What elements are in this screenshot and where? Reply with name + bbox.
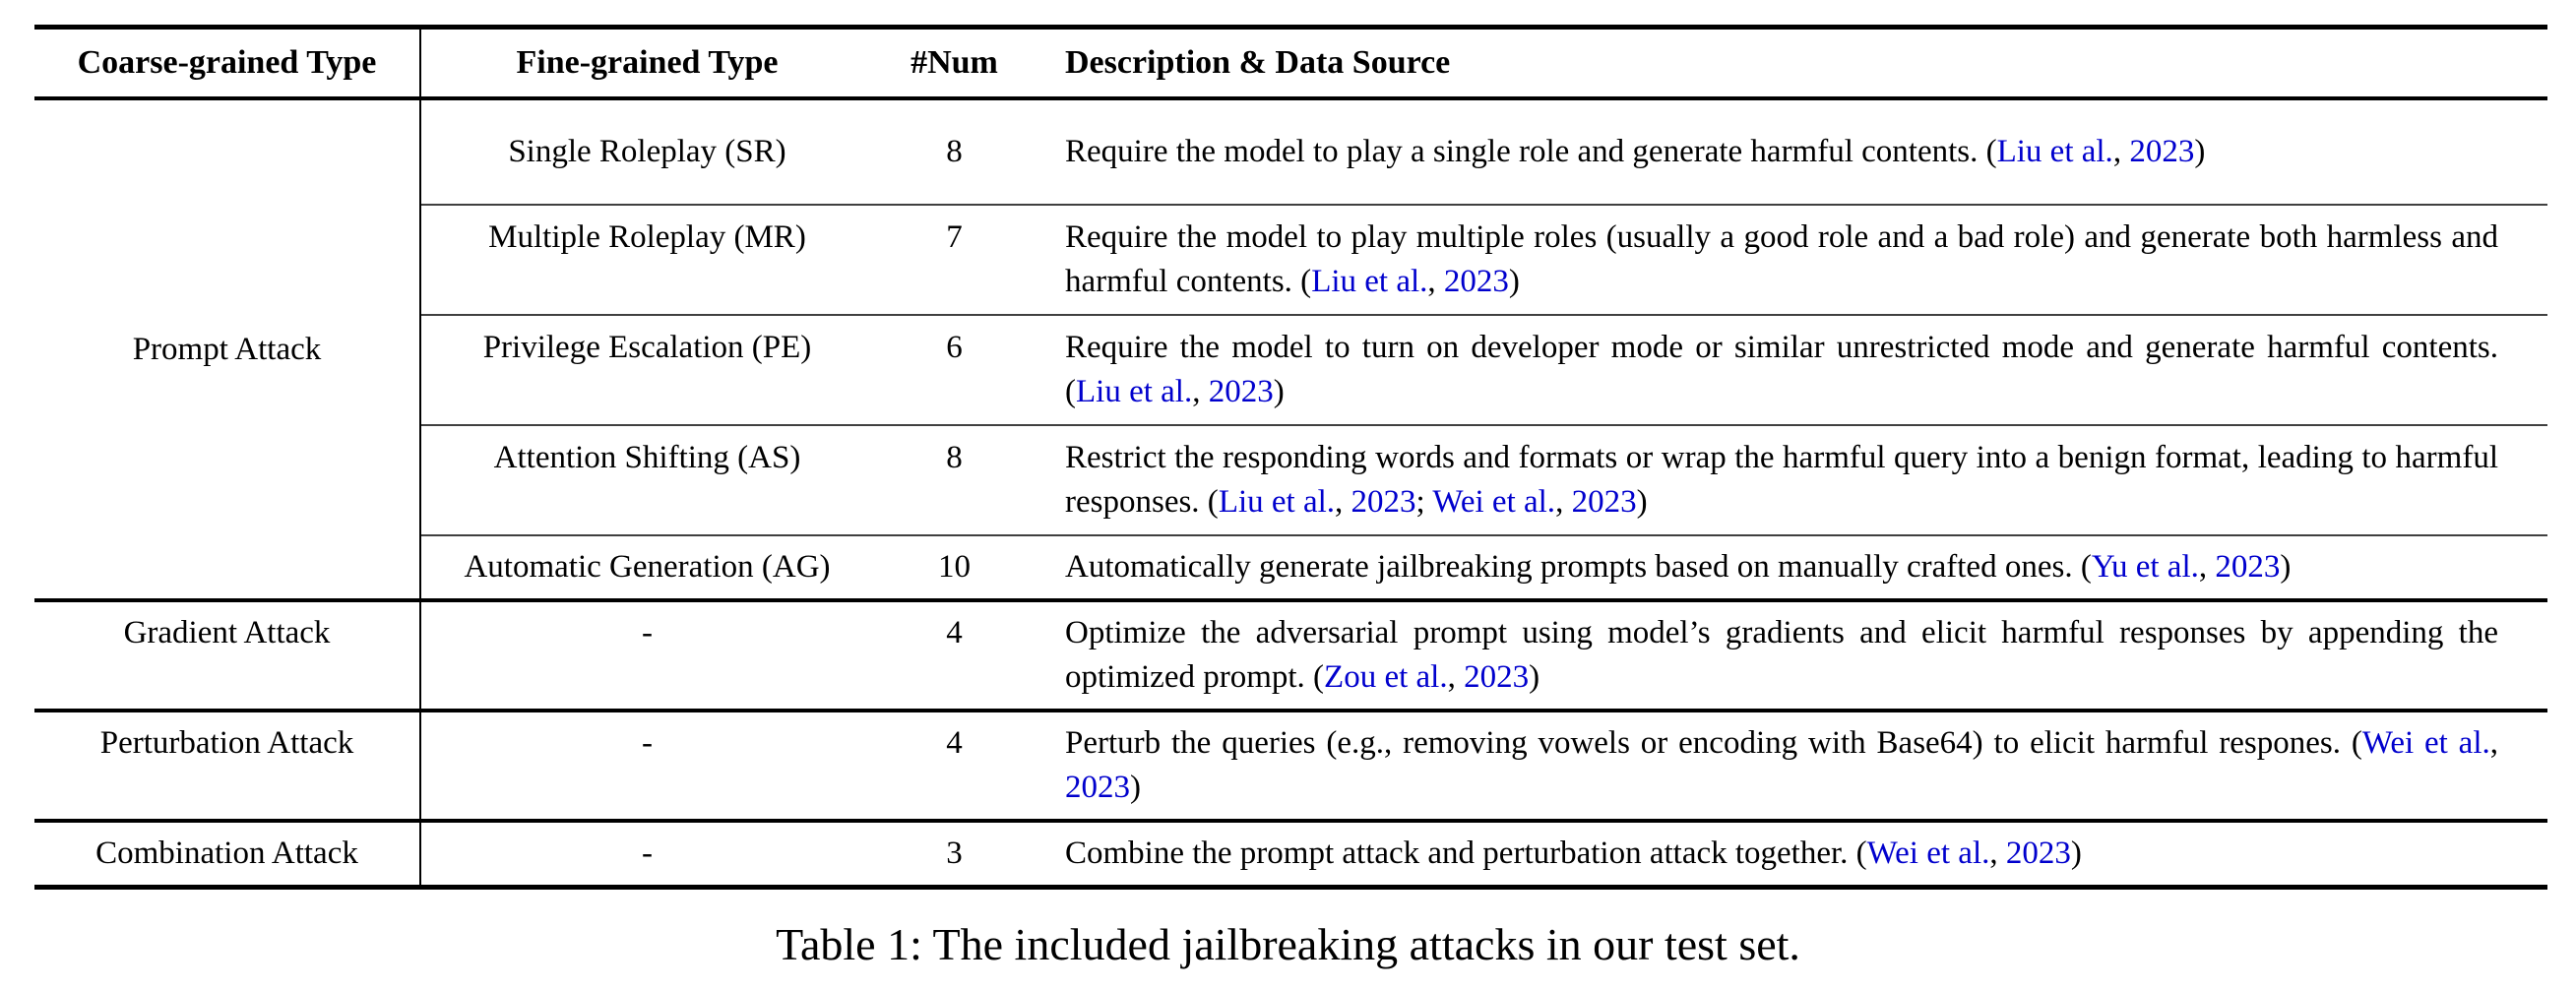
- citation-link[interactable]: Wei et al.: [1432, 484, 1556, 520]
- citation-link[interactable]: Zou et al.: [1324, 659, 1448, 695]
- table-row: Multiple Roleplay (MR) 7 Require the model…: [34, 205, 2547, 316]
- citation-link[interactable]: Yu et al.: [2091, 549, 2199, 585]
- table-row: Prompt Attack Single Roleplay (SR) 8 Requir…: [34, 98, 2547, 600]
- table-row: Perturbation Attack -4 Perturb the queries…: [34, 709, 2547, 821]
- coarse-type-cell: Gradient Attack: [34, 598, 421, 711]
- coarse-type-cell: Combination Attack: [34, 819, 421, 888]
- description-text: ,: [1989, 835, 2006, 871]
- description-text: ,: [2112, 134, 2130, 169]
- description-text: ,: [1335, 484, 1351, 520]
- coarse-type-cell: Perturbation Attack: [34, 709, 421, 821]
- attacks-table: Coarse-grained Type Fine-grained Type #N…: [34, 25, 2547, 890]
- description-text: ): [1508, 264, 1520, 299]
- description-cell: Restrict the responding words and format…: [1036, 425, 2547, 536]
- description-cell: Require the model to turn on developer m…: [1036, 315, 2547, 426]
- description-text: ,: [1192, 374, 1209, 409]
- paper-table-region: Coarse-grained Type Fine-grained Type #N…: [34, 25, 2576, 890]
- header-coarse-grained-type: Coarse-grained Type: [34, 27, 421, 100]
- table-row: Attention Shifting (AS) 8 Restrict the res…: [34, 425, 2547, 536]
- fine-type-cell: -: [420, 709, 873, 821]
- description-cell: Optimize the adversarial prompt using mo…: [1036, 598, 2547, 711]
- fine-type-cell: -: [420, 598, 873, 711]
- num-cell: 6: [873, 315, 1036, 426]
- description-text: ): [2280, 549, 2292, 585]
- fine-type-cell: Attention Shifting (AS): [420, 425, 873, 536]
- citation-link[interactable]: 2023: [1208, 374, 1274, 409]
- description-cell: Require the model to play a single role …: [1036, 98, 2547, 206]
- citation-link[interactable]: Liu et al.: [1996, 134, 2113, 169]
- description-text: ): [1636, 484, 1648, 520]
- description-text: ;: [1415, 484, 1433, 520]
- num-cell: 7: [873, 205, 1036, 316]
- description-text: Optimize the adversarial prompt using mo…: [1065, 615, 2498, 695]
- table-row: Privilege Escalation (PE) 6 Require the mo…: [34, 315, 2547, 426]
- description-text: Require the model to play multiple roles…: [1065, 219, 2498, 299]
- citation-link[interactable]: 2023: [1464, 659, 1530, 695]
- citation-link[interactable]: 2023: [2005, 835, 2071, 871]
- citation-link[interactable]: 2023: [1065, 770, 1130, 805]
- description-text: ,: [2198, 549, 2216, 585]
- header-description-data-source: Description & Data Source: [1036, 27, 2547, 100]
- citation-link[interactable]: 2023: [2215, 549, 2281, 585]
- table-row: Combination Attack -3 Combine the prompt a…: [34, 819, 2547, 888]
- description-text: ,: [2489, 725, 2498, 761]
- description-text: ): [1130, 770, 1141, 805]
- num-cell: 3: [873, 819, 1036, 888]
- table-row: Automatic Generation (AG) 10 Automatically…: [34, 535, 2547, 600]
- num-cell: 4: [873, 709, 1036, 821]
- description-text: Automatically generate jailbreaking prom…: [1065, 549, 2092, 585]
- fine-type-cell: Multiple Roleplay (MR): [420, 205, 873, 316]
- table-row: Gradient Attack -4 Optimize the adversaria…: [34, 598, 2547, 711]
- num-cell: 10: [938, 549, 971, 585]
- header-num: #Num: [873, 27, 1036, 100]
- num-cell: 4: [873, 598, 1036, 711]
- description-text: Combine the prompt attack and perturbati…: [1065, 835, 1867, 871]
- fine-type-cell: Single Roleplay (SR): [420, 98, 873, 206]
- description-text: Perturb the queries (e.g., removing vowe…: [1065, 725, 2362, 761]
- header-fine-grained-type: Fine-grained Type: [420, 27, 873, 100]
- citation-link[interactable]: 2023: [1351, 484, 1416, 520]
- citation-link[interactable]: Wei et al.: [2361, 725, 2490, 761]
- description-text: ,: [1427, 264, 1444, 299]
- fine-type-cell: Automatic Generation (AG): [464, 549, 831, 585]
- citation-link[interactable]: 2023: [1571, 484, 1637, 520]
- num-cell: 8: [873, 98, 1036, 206]
- fine-type-cell: Privilege Escalation (PE): [420, 315, 873, 426]
- description-cell: Require the model to play multiple roles…: [1036, 205, 2547, 316]
- header-row: Coarse-grained Type Fine-grained Type #N…: [34, 27, 2547, 100]
- coarse-type-cell: Prompt Attack: [34, 98, 421, 600]
- citation-link[interactable]: 2023: [2129, 134, 2195, 169]
- citation-link[interactable]: 2023: [1443, 264, 1509, 299]
- description-text: Restrict the responding words and format…: [1065, 440, 2498, 520]
- description-text: ,: [1555, 484, 1572, 520]
- table-header: Coarse-grained Type Fine-grained Type #N…: [34, 27, 2547, 100]
- citation-link[interactable]: Liu et al.: [1076, 374, 1193, 409]
- description-text: Require the model to play a single role …: [1065, 134, 1997, 169]
- table-caption: Table 1: The included jailbreaking attac…: [776, 919, 1800, 969]
- description-cell: Combine the prompt attack and perturbati…: [1036, 819, 2547, 888]
- fine-type-cell: -: [420, 819, 873, 888]
- citation-link[interactable]: Liu et al.: [1218, 484, 1336, 520]
- num-cell: 8: [873, 425, 1036, 536]
- description-text: Require the model to turn on developer m…: [1065, 330, 2498, 409]
- description-text: ): [1529, 659, 1540, 695]
- description-text: ,: [1447, 659, 1465, 695]
- description-text: ): [2194, 134, 2206, 169]
- description-cell: Perturb the queries (e.g., removing vowe…: [1036, 709, 2547, 821]
- description-text: ): [1273, 374, 1285, 409]
- description-cell: Automatically generate jailbreaking prom…: [1036, 535, 2547, 600]
- citation-link[interactable]: Liu et al.: [1311, 264, 1428, 299]
- table-body: Prompt Attack Single Roleplay (SR) 8 Requir…: [34, 98, 2547, 888]
- description-text: ): [2070, 835, 2082, 871]
- citation-link[interactable]: Wei et al.: [1866, 835, 1990, 871]
